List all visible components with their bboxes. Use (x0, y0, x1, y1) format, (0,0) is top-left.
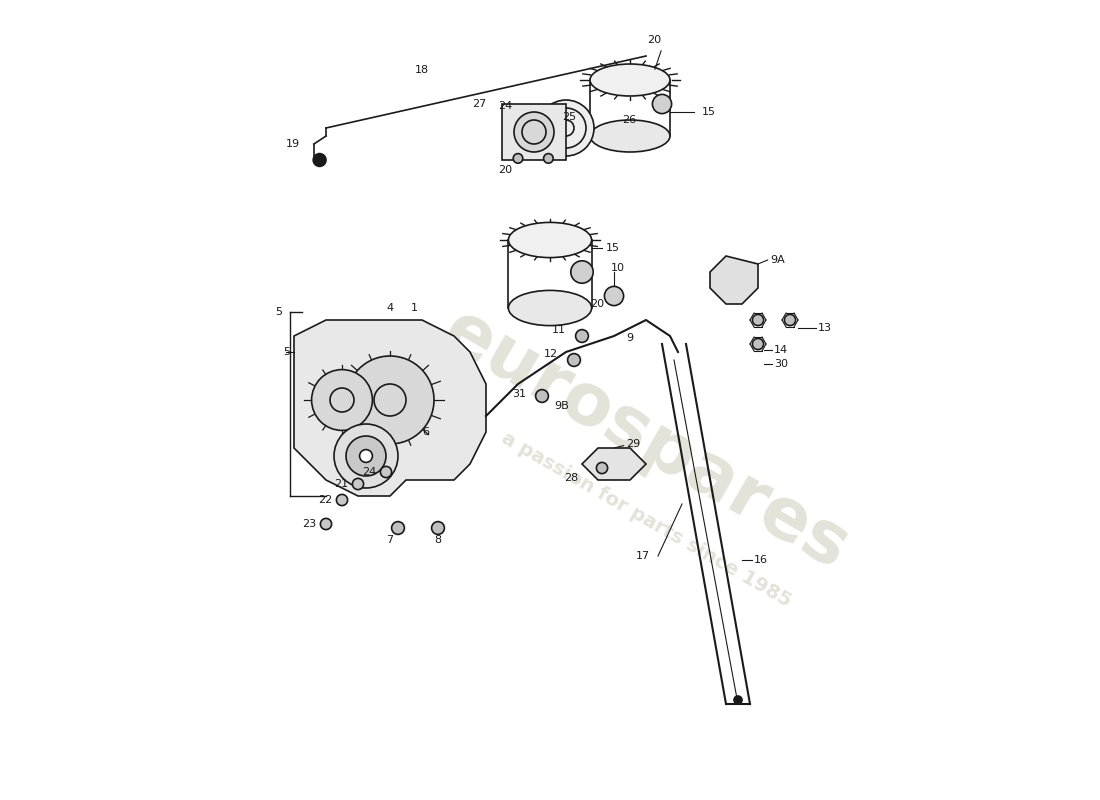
Circle shape (514, 154, 522, 163)
Text: 14: 14 (774, 346, 788, 355)
Text: 13: 13 (818, 323, 832, 333)
Text: 8: 8 (434, 535, 441, 545)
Circle shape (381, 466, 392, 478)
Circle shape (568, 354, 581, 366)
Text: 23: 23 (302, 519, 317, 529)
Text: 1: 1 (410, 303, 418, 313)
Text: 4: 4 (386, 303, 394, 313)
Text: 11: 11 (552, 325, 567, 334)
Polygon shape (294, 320, 486, 496)
Text: 20: 20 (590, 299, 604, 309)
Text: 18: 18 (415, 66, 429, 75)
Text: 30: 30 (774, 359, 788, 369)
Circle shape (346, 436, 386, 476)
Text: 5: 5 (275, 307, 282, 317)
Ellipse shape (590, 120, 670, 152)
Text: 27: 27 (472, 99, 486, 109)
Text: 24: 24 (362, 467, 376, 477)
Text: 20: 20 (498, 165, 513, 174)
Text: 5: 5 (283, 347, 290, 357)
Text: 25: 25 (562, 112, 576, 122)
Bar (502, 104, 566, 160)
Text: 9: 9 (626, 333, 634, 342)
Circle shape (320, 518, 331, 530)
Circle shape (334, 424, 398, 488)
Circle shape (543, 154, 553, 163)
Circle shape (575, 330, 589, 342)
Circle shape (596, 462, 607, 474)
Text: 7: 7 (386, 535, 394, 545)
Text: 15: 15 (606, 243, 620, 253)
Text: 21: 21 (334, 479, 349, 489)
Text: 10: 10 (610, 263, 625, 273)
Text: 31: 31 (512, 389, 526, 398)
Text: 26: 26 (621, 115, 636, 125)
Text: eurospares: eurospares (431, 296, 861, 584)
Text: 29: 29 (626, 439, 640, 449)
Circle shape (346, 356, 434, 444)
Ellipse shape (590, 64, 670, 96)
Circle shape (360, 450, 373, 462)
Text: 15: 15 (702, 107, 716, 117)
Text: 20: 20 (647, 35, 661, 45)
Circle shape (538, 100, 594, 156)
Text: 12: 12 (543, 349, 558, 358)
Text: 22: 22 (318, 495, 332, 505)
Circle shape (571, 261, 593, 283)
Circle shape (752, 314, 763, 326)
Polygon shape (710, 256, 758, 304)
Circle shape (752, 338, 763, 350)
Text: 9B: 9B (554, 402, 569, 411)
Ellipse shape (508, 290, 592, 326)
Circle shape (784, 314, 795, 326)
Text: 28: 28 (563, 474, 578, 483)
Text: 19: 19 (286, 139, 300, 149)
Text: 16: 16 (754, 555, 768, 565)
Circle shape (514, 112, 554, 152)
Polygon shape (582, 448, 646, 480)
Ellipse shape (508, 222, 592, 258)
Circle shape (314, 154, 326, 166)
Circle shape (536, 390, 549, 402)
Circle shape (352, 478, 364, 490)
Text: a passion for parts since 1985: a passion for parts since 1985 (498, 429, 794, 611)
Circle shape (337, 494, 348, 506)
Circle shape (652, 94, 672, 114)
Text: 24: 24 (498, 101, 513, 110)
Circle shape (311, 370, 373, 430)
Text: 9A: 9A (770, 255, 784, 265)
Circle shape (392, 522, 405, 534)
Circle shape (604, 286, 624, 306)
Circle shape (431, 522, 444, 534)
Text: 6: 6 (422, 427, 429, 437)
Circle shape (734, 696, 742, 704)
Text: 17: 17 (636, 551, 650, 561)
